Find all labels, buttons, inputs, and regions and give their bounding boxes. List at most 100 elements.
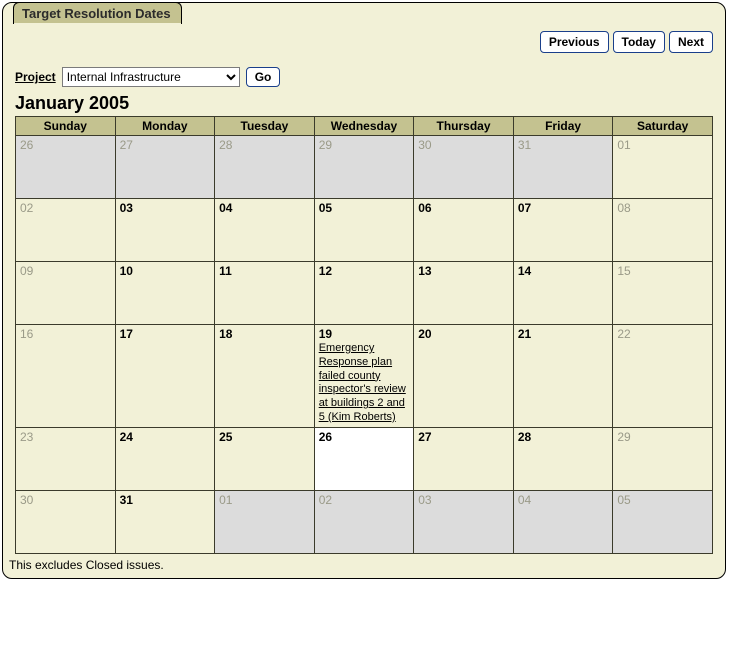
day-number: 01 (617, 138, 708, 152)
day-number: 07 (518, 201, 609, 215)
calendar-cell: 31 (513, 136, 613, 199)
day-number: 28 (219, 138, 310, 152)
day-number: 28 (518, 430, 609, 444)
day-number: 04 (219, 201, 310, 215)
calendar-cell: 31 (115, 490, 215, 553)
calendar-cell: 05 (314, 199, 414, 262)
day-number: 02 (20, 201, 111, 215)
calendar-week: 2627 28 29 30 31 01 (16, 136, 713, 199)
filter-row: Project Internal Infrastructure Go (15, 67, 713, 87)
calendar-event[interactable]: Emergency Response plan failed county in… (319, 342, 410, 425)
day-number: 03 (418, 493, 509, 507)
calendar-cell: 01 (215, 490, 315, 553)
day-number: 01 (219, 493, 310, 507)
calendar-week: 30 31 01 02 03 04 05 (16, 490, 713, 553)
calendar-cell: 30 (16, 490, 116, 553)
calendar-panel: Target Resolution Dates Previous Today N… (2, 2, 726, 579)
day-number: 14 (518, 264, 609, 278)
calendar-cell: 02 (16, 199, 116, 262)
calendar-cell: 04 (513, 490, 613, 553)
calendar-cell: 02 (314, 490, 414, 553)
calendar-cell: 27 (414, 427, 514, 490)
day-number: 22 (617, 327, 708, 341)
day-number: 20 (418, 327, 509, 341)
calendar-cell: 24 (115, 427, 215, 490)
day-number: 03 (120, 201, 211, 215)
calendar-cell: 26 (16, 136, 116, 199)
nav-row: Previous Today Next (15, 31, 713, 53)
day-number: 13 (418, 264, 509, 278)
day-number: 16 (20, 327, 111, 341)
calendar-cell: 03 (115, 199, 215, 262)
project-label: Project (15, 70, 56, 84)
footer-note: This excludes Closed issues. (3, 554, 725, 574)
day-number: 24 (120, 430, 211, 444)
calendar-header-row: SundayMondayTuesdayWednesdayThursdayFrid… (16, 117, 713, 136)
day-number: 15 (617, 264, 708, 278)
calendar-week: 23 24 25 26 27 28 29 (16, 427, 713, 490)
calendar-cell: 17 (115, 325, 215, 428)
calendar-cell: 16 (16, 325, 116, 428)
day-number: 06 (418, 201, 509, 215)
calendar-cell: 14 (513, 262, 613, 325)
calendar-cell: 29 (613, 427, 713, 490)
calendar-cell: 09 (16, 262, 116, 325)
calendar-cell: 27 (115, 136, 215, 199)
day-number: 30 (20, 493, 111, 507)
day-number: 29 (617, 430, 708, 444)
calendar-week: 16171819Emergency Response plan failed c… (16, 325, 713, 428)
previous-button[interactable]: Previous (540, 31, 609, 53)
project-select[interactable]: Internal Infrastructure (62, 67, 240, 87)
calendar-cell: 15 (613, 262, 713, 325)
day-number: 19 (319, 327, 410, 341)
day-number: 29 (319, 138, 410, 152)
calendar-cell: 23 (16, 427, 116, 490)
calendar-cell: 04 (215, 199, 315, 262)
calendar-cell: 28 (513, 427, 613, 490)
day-number: 05 (319, 201, 410, 215)
calendar-body: 2627282930310102030405060708091011121314… (16, 136, 713, 554)
day-number: 23 (20, 430, 111, 444)
month-title: January 2005 (15, 93, 713, 114)
panel-body: Previous Today Next Project Internal Inf… (3, 3, 725, 554)
next-button[interactable]: Next (669, 31, 713, 53)
day-header: Saturday (613, 117, 713, 136)
calendar-cell: 03 (414, 490, 514, 553)
calendar-week: 09 10 11 12 13 14 15 (16, 262, 713, 325)
calendar-cell: 05 (613, 490, 713, 553)
day-number: 27 (418, 430, 509, 444)
today-button[interactable]: Today (613, 31, 665, 53)
go-button[interactable]: Go (246, 67, 281, 87)
day-number: 30 (418, 138, 509, 152)
calendar-cell: 01 (613, 136, 713, 199)
calendar-cell: 19Emergency Response plan failed county … (314, 325, 414, 428)
calendar-cell: 10 (115, 262, 215, 325)
calendar-cell: 20 (414, 325, 514, 428)
day-number: 10 (120, 264, 211, 278)
day-number: 17 (120, 327, 211, 341)
day-header: Sunday (16, 117, 116, 136)
calendar-cell: 29 (314, 136, 414, 199)
calendar-cell: 06 (414, 199, 514, 262)
panel-tab: Target Resolution Dates (13, 2, 182, 24)
day-number: 31 (518, 138, 609, 152)
calendar-cell: 08 (613, 199, 713, 262)
day-number: 21 (518, 327, 609, 341)
calendar-cell: 11 (215, 262, 315, 325)
day-header: Thursday (414, 117, 514, 136)
day-number: 11 (219, 264, 310, 278)
calendar-cell: 22 (613, 325, 713, 428)
calendar-cell: 18 (215, 325, 315, 428)
calendar-table: SundayMondayTuesdayWednesdayThursdayFrid… (15, 116, 713, 554)
day-number: 25 (219, 430, 310, 444)
calendar-cell: 28 (215, 136, 315, 199)
calendar-cell: 12 (314, 262, 414, 325)
day-number: 05 (617, 493, 708, 507)
calendar-cell: 30 (414, 136, 514, 199)
day-header: Monday (115, 117, 215, 136)
day-number: 02 (319, 493, 410, 507)
calendar-cell: 21 (513, 325, 613, 428)
day-number: 04 (518, 493, 609, 507)
day-number: 31 (120, 493, 211, 507)
calendar-cell: 26 (314, 427, 414, 490)
